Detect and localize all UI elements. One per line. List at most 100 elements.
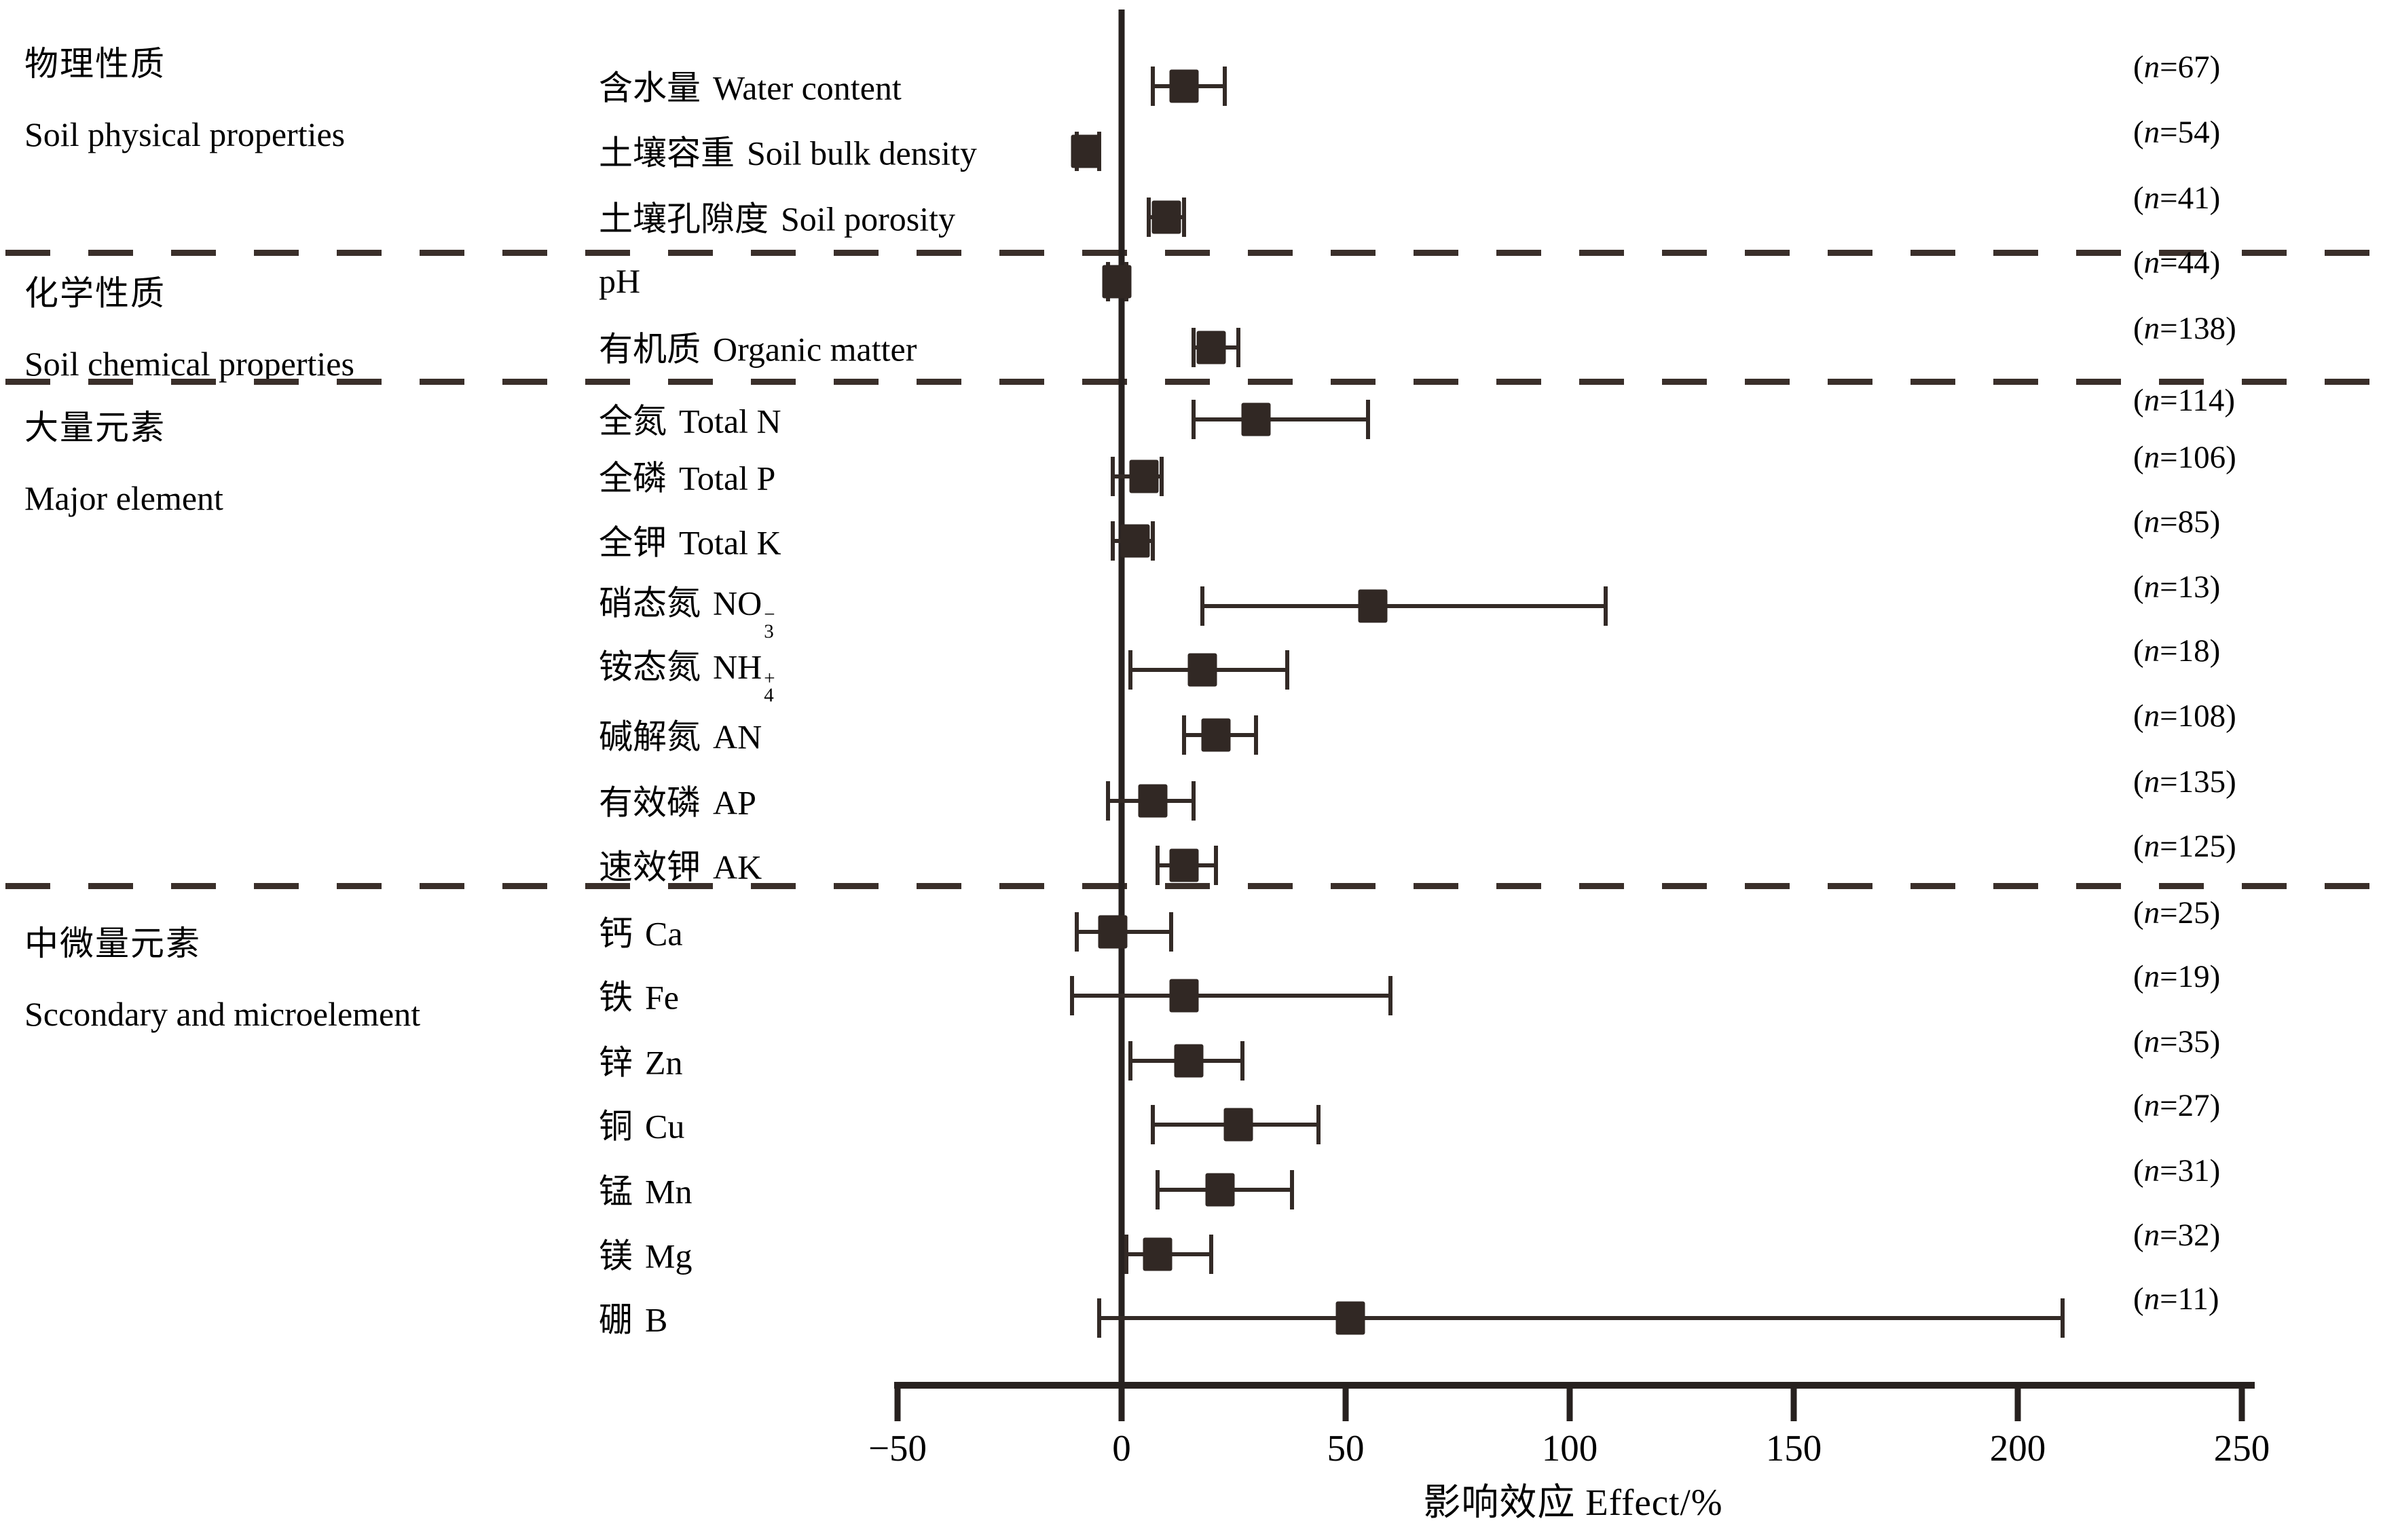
- row-label: 有机质 Organic matter: [599, 322, 917, 371]
- ci-cap-right: [1182, 198, 1187, 237]
- sample-size-label: (n=54): [2133, 115, 2221, 150]
- n-symbol: n: [2143, 311, 2160, 346]
- row-label-zh: 锌: [599, 1043, 633, 1082]
- ci-cap-left: [1106, 781, 1111, 821]
- row-label: 有效磷 AP: [599, 776, 756, 825]
- effect-marker: [1196, 331, 1226, 364]
- category-label-chemical: 化学性质 Soil chemical properties: [24, 258, 354, 399]
- sample-size-label: (n=138): [2133, 311, 2236, 346]
- ci-cap-right: [1285, 650, 1290, 690]
- sample-size-label: (n=18): [2133, 633, 2221, 669]
- n-symbol: n: [2143, 504, 2160, 540]
- row-label-zh: 铁: [599, 978, 633, 1017]
- ci-cap-left: [1097, 1298, 1101, 1338]
- row-label: 土壤孔隙度 Soil porosity: [599, 192, 955, 241]
- sample-size-label: (n=114): [2133, 383, 2236, 418]
- effect-marker: [1174, 1044, 1204, 1078]
- n-symbol: n: [2143, 115, 2160, 150]
- n-symbol: n: [2143, 633, 2160, 669]
- superscript: +: [764, 667, 775, 690]
- sample-size-label: (n=108): [2133, 698, 2236, 734]
- row-label-zh: 硝态氮: [599, 584, 701, 622]
- x-axis-tick-label: 100: [1541, 1427, 1598, 1469]
- sample-size-label: (n=35): [2133, 1024, 2221, 1059]
- n-symbol: n: [2143, 50, 2160, 85]
- n-symbol: n: [2143, 181, 2160, 216]
- sample-size-label: (n=19): [2133, 959, 2221, 994]
- effect-marker: [1102, 265, 1132, 299]
- sample-size-label: (n=67): [2133, 50, 2221, 85]
- row-label-zh: 镁: [599, 1237, 633, 1275]
- x-axis-tick-label: 200: [1989, 1427, 2046, 1469]
- chemical-sub-sup: +4: [764, 667, 775, 706]
- n-symbol: n: [2143, 764, 2160, 800]
- x-axis-tick-label: −50: [868, 1427, 927, 1469]
- row-label: 含水量 Water content: [599, 61, 902, 110]
- ci-cap-left: [1151, 67, 1156, 106]
- row-label-en: Ca: [645, 914, 683, 953]
- row-label-zh: 铵态氮: [599, 647, 701, 686]
- n-symbol: n: [2143, 1281, 2160, 1317]
- n-symbol: n: [2143, 1088, 2160, 1123]
- effect-marker: [1143, 1237, 1173, 1271]
- ci-cap-right: [1236, 328, 1240, 367]
- row-label: 钙 Ca: [599, 907, 683, 956]
- row-label-zh: 全氮: [599, 402, 667, 440]
- x-axis-tick-label: 250: [2213, 1427, 2270, 1469]
- x-axis-tick-label: 50: [1327, 1427, 1365, 1469]
- x-axis-tick: [2014, 1386, 2021, 1421]
- x-axis-tick: [2238, 1386, 2245, 1421]
- effect-marker: [1241, 402, 1271, 436]
- x-axis-title: 影响效应 Effect/%: [1423, 1482, 1723, 1523]
- effect-marker: [1071, 134, 1101, 168]
- sample-size-label: (n=44): [2133, 245, 2221, 280]
- ci-cap-right: [1222, 67, 1227, 106]
- effect-marker: [1138, 784, 1168, 818]
- effect-marker: [1120, 524, 1150, 558]
- ci-cap-left: [1110, 457, 1115, 496]
- row-label-zh: 铜: [599, 1107, 633, 1146]
- ci-cap-left: [1070, 976, 1075, 1015]
- n-symbol: n: [2143, 698, 2160, 734]
- effect-marker: [1129, 459, 1159, 493]
- row-label-en: Cu: [645, 1107, 685, 1146]
- row-label: 铵态氮 NH +4: [599, 640, 775, 705]
- effect-marker: [1205, 1173, 1235, 1207]
- row-label-en: Organic matter: [713, 330, 917, 369]
- effect-marker: [1169, 979, 1199, 1013]
- superscript: −: [764, 603, 775, 626]
- category-en: Soil chemical properties: [24, 345, 354, 383]
- row-label-zh: 速效钾: [599, 848, 701, 886]
- row-label-en: Mn: [645, 1172, 693, 1211]
- row-label-zh: 土壤容重: [599, 134, 735, 172]
- category-zh: 物理性质: [24, 45, 166, 83]
- sample-size-label: (n=27): [2133, 1088, 2221, 1123]
- n-symbol: n: [2143, 959, 2160, 994]
- ci-cap-right: [1168, 912, 1173, 952]
- zero-reference-line: [1118, 10, 1125, 1386]
- category-en: Sccondary and microelement: [24, 995, 421, 1033]
- effect-marker: [1187, 653, 1217, 687]
- row-label-en: Soil bulk density: [747, 134, 977, 172]
- ci-cap-left: [1110, 521, 1115, 561]
- sample-size-label: (n=31): [2133, 1153, 2221, 1188]
- row-label: pH: [599, 261, 640, 301]
- row-label: 全钾 Total K: [599, 516, 781, 565]
- effect-marker: [1201, 718, 1231, 752]
- row-label-en: Water content: [713, 69, 902, 107]
- row-label-en: AN: [713, 717, 762, 756]
- row-label-en: pH: [599, 261, 641, 300]
- effect-marker: [1098, 915, 1128, 949]
- ci-cap-right: [1254, 715, 1258, 755]
- ci-cap-right: [1289, 1170, 1294, 1209]
- row-label-zh: 土壤孔隙度: [599, 200, 769, 238]
- row-label: 速效钾 AK: [599, 840, 762, 889]
- effect-marker: [1169, 848, 1199, 882]
- row-label: 碱解氮 AN: [599, 710, 762, 759]
- subscript: 4: [764, 683, 774, 706]
- row-label-zh: 有机质: [599, 330, 701, 369]
- row-label: 全氮 Total N: [599, 394, 781, 443]
- row-label-zh: 全磷: [599, 459, 667, 497]
- ci-cap-left: [1151, 1105, 1156, 1144]
